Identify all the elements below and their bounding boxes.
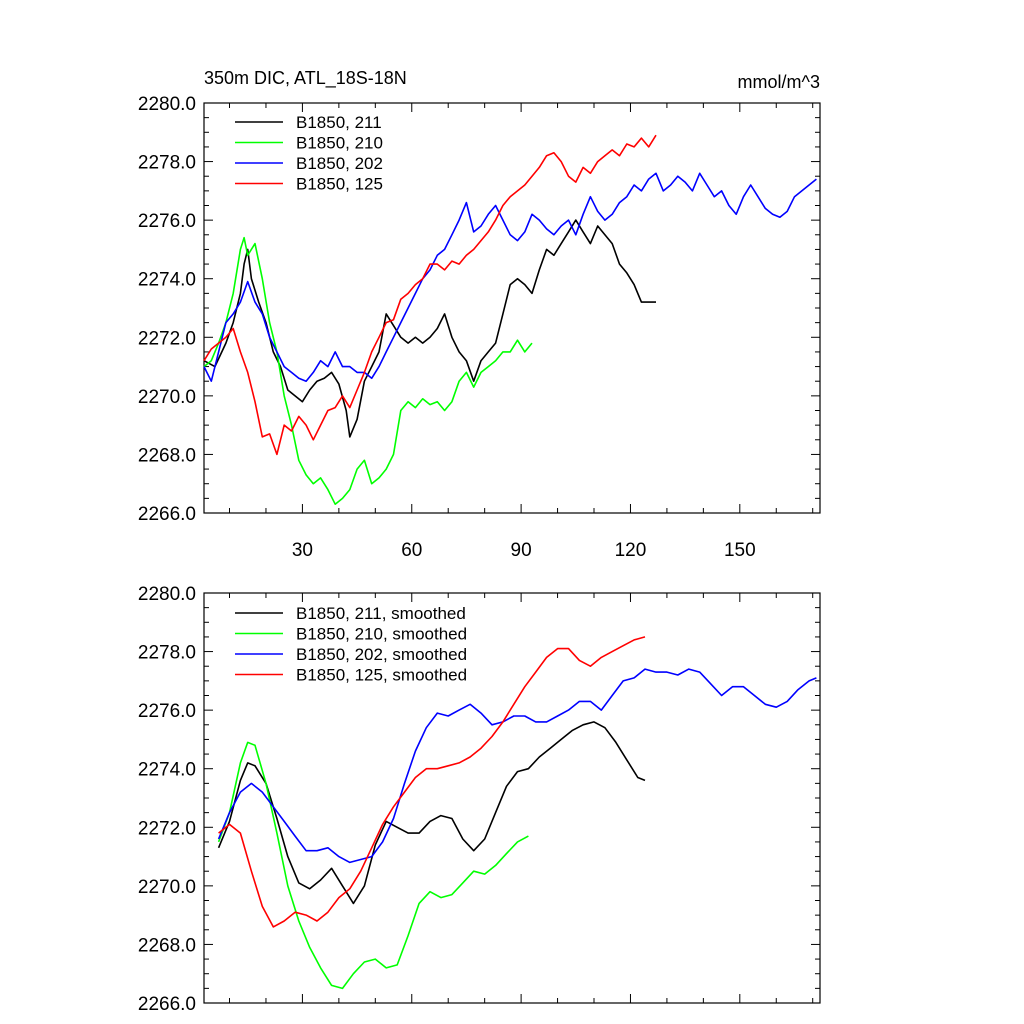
series-line-1 xyxy=(217,721,646,905)
legend-label: B1850, 211 xyxy=(296,113,382,132)
y-tick-label: 2274.0 xyxy=(138,270,196,291)
legend-label: B1850, 125 xyxy=(296,175,383,194)
bottom-panel: 2266.0 2268.0 2270.0 2272.0 2274.0 2276.0 2278… xyxy=(138,584,821,1015)
y-tick-label: 2266.0 xyxy=(138,994,196,1015)
x-tick-label: 90 xyxy=(511,540,532,561)
top-panel: 350m DIC, ATL_18S-18N mmol/m^3 2266.0226… xyxy=(138,68,821,561)
y-tick-label: 2276.0 xyxy=(138,701,196,722)
y-tick-label: 2272.0 xyxy=(138,818,196,839)
legend-label: B1850, 210 xyxy=(296,134,383,153)
x-tick-label: 60 xyxy=(401,540,422,561)
x-tick-label: 120 xyxy=(615,540,647,561)
series-line-4 xyxy=(218,636,646,928)
legend-label: B1850, 211, smoothed xyxy=(296,604,466,623)
legend-label: B1850, 125, smoothed xyxy=(296,666,467,685)
legend-label: B1850, 202 xyxy=(296,154,383,173)
y-tick-label: 2280.0 xyxy=(138,94,196,115)
y-tick-label: 2276.0 xyxy=(138,211,196,232)
x-tick-label: 30 xyxy=(292,540,313,561)
y-tick-label: 2278.0 xyxy=(138,643,196,664)
bottom-x-axis xyxy=(229,593,814,1003)
series-line-3 xyxy=(203,172,817,383)
bottom-legend: B1850, 211, smoothed B1850, 210, smoothed… xyxy=(235,604,467,685)
chart-title: 350m DIC, ATL_18S-18N xyxy=(204,68,407,89)
legend-label: B1850, 210, smoothed xyxy=(296,625,467,644)
y-tick-label: 2268.0 xyxy=(138,445,196,466)
y-tick-label: 2270.0 xyxy=(138,877,196,898)
y-tick-label: 2268.0 xyxy=(138,935,196,956)
top-y-axis: 2266.0 2268.0 2270.0 2272.0 2274.0 2276.0 2278… xyxy=(138,94,820,525)
series-line-4 xyxy=(203,134,657,456)
y-tick-label: 2272.0 xyxy=(138,328,196,349)
y-tick-label: 2278.0 xyxy=(138,153,196,174)
bottom-y-axis: 2266.0 2268.0 2270.0 2272.0 2274.0 2276.0 2278… xyxy=(138,584,820,1015)
bottom-series-lines xyxy=(217,636,817,990)
series-line-2 xyxy=(203,236,533,506)
series-line-2 xyxy=(217,741,529,990)
y-tick-label: 2274.0 xyxy=(138,760,196,781)
units-label: mmol/m^3 xyxy=(738,72,820,92)
y-tick-label: 2280.0 xyxy=(138,584,196,605)
y-tick-label: 2266.0 xyxy=(138,504,196,525)
series-line-3 xyxy=(217,668,817,864)
x-tick-label: 150 xyxy=(724,540,756,561)
top-series-lines xyxy=(203,134,817,506)
legend-label: B1850, 202, smoothed xyxy=(296,645,467,664)
top-x-axis: 30 60 90 120 150 xyxy=(229,103,814,561)
y-tick-label: 2270.0 xyxy=(138,387,196,408)
